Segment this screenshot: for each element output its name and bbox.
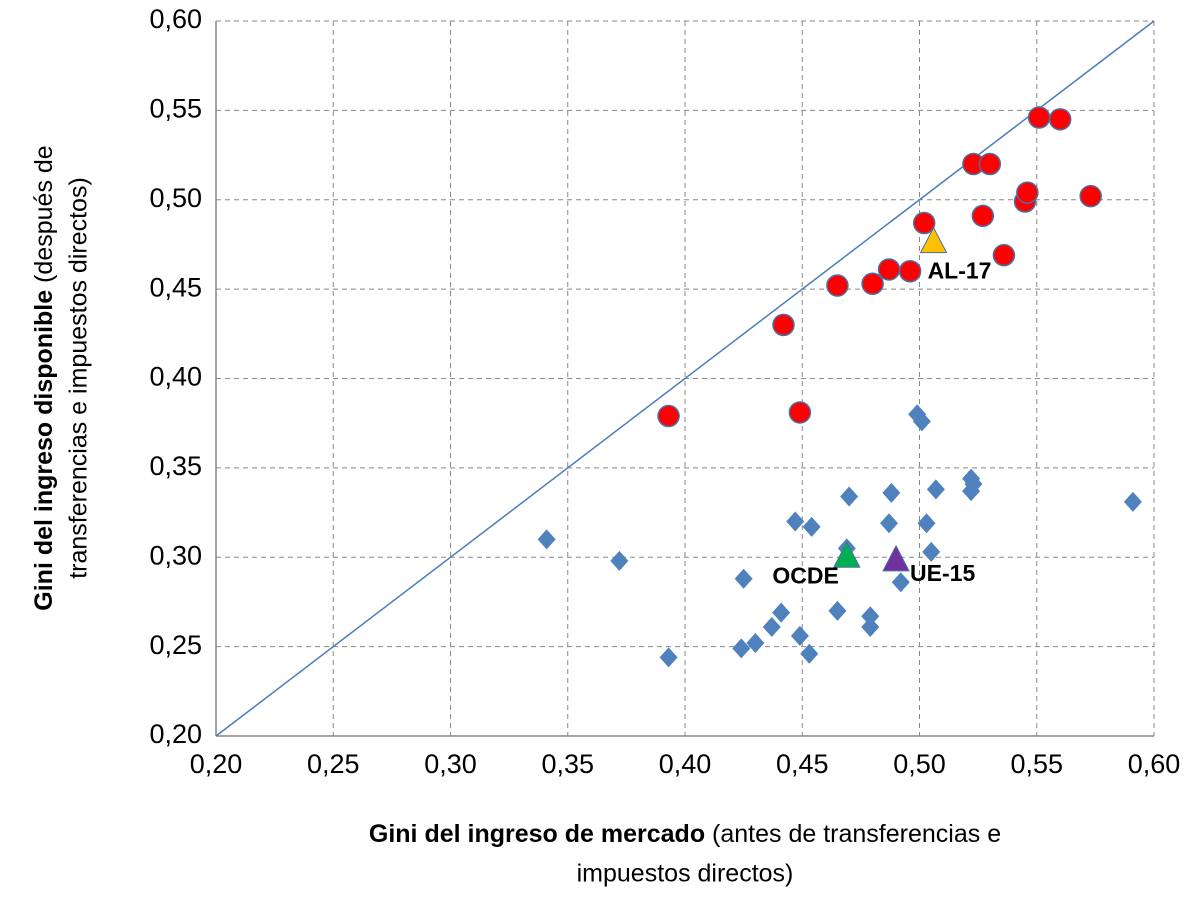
y-tick-label: 0,20 — [149, 719, 202, 749]
point — [861, 606, 880, 627]
point — [861, 272, 884, 296]
point — [746, 633, 765, 654]
point — [861, 616, 880, 637]
point — [882, 544, 910, 572]
y-label-bold: Gini del ingreso disponible — [30, 290, 58, 611]
y-tick-label: 0,45 — [149, 272, 202, 302]
y-tick-label: 0,35 — [149, 451, 202, 481]
point — [880, 513, 899, 534]
point — [1016, 181, 1039, 204]
point — [657, 404, 680, 428]
y-tick-label: 0,40 — [149, 362, 202, 392]
x-tick-label: 0,60 — [1128, 749, 1181, 779]
y-tick-label: 0,30 — [149, 540, 202, 570]
point — [610, 550, 629, 571]
y-tick-label: 0,25 — [149, 630, 202, 660]
point-annotation: AL-17 — [928, 258, 992, 284]
point — [800, 643, 819, 664]
x-tick-label: 0,40 — [659, 749, 712, 779]
point-annotation: UE-15 — [910, 560, 975, 586]
x-axis-label: Gini del ingreso de mercado (antes de tr… — [369, 820, 1001, 848]
point — [772, 313, 795, 337]
point — [732, 638, 751, 659]
point — [919, 226, 948, 254]
x-tick-label: 0,45 — [776, 749, 829, 779]
x-axis-label-line2: impuestos directos) — [577, 860, 794, 888]
point — [898, 260, 922, 283]
point — [964, 473, 983, 494]
x-tick-label: 0,55 — [1010, 749, 1063, 779]
point — [734, 568, 753, 589]
point — [772, 602, 791, 623]
point — [1123, 491, 1142, 512]
point — [802, 516, 821, 537]
point — [971, 204, 995, 228]
point — [659, 647, 678, 668]
point — [1079, 184, 1102, 208]
x-label-part: (antes de transferencias e — [712, 820, 1001, 848]
point — [882, 482, 901, 503]
y-label-part: (después de — [30, 145, 58, 283]
point — [840, 486, 859, 507]
x-tick-label: 0,20 — [190, 749, 243, 779]
point — [537, 529, 556, 550]
x-tick-label: 0,30 — [424, 749, 477, 779]
point — [922, 541, 941, 562]
point — [828, 600, 847, 621]
x-tick-label: 0,25 — [307, 749, 360, 779]
point — [762, 616, 781, 637]
point — [891, 572, 910, 593]
y-tick-label: 0,50 — [149, 183, 202, 213]
point — [826, 274, 849, 297]
y-axis-label-line2: transferencias e impuestos directos) — [65, 177, 93, 579]
point — [1027, 106, 1051, 129]
point — [788, 401, 812, 424]
point — [790, 625, 809, 646]
point — [832, 541, 861, 568]
point — [877, 258, 901, 281]
point — [1048, 108, 1072, 131]
y-tick-label: 0,60 — [149, 4, 202, 34]
x-tick-label: 0,50 — [893, 749, 946, 779]
y-tick-label: 0,55 — [149, 94, 202, 124]
point — [786, 511, 805, 532]
x-tick-label: 0,35 — [541, 749, 594, 779]
y-axis-label: Gini del ingreso disponible (después de — [30, 145, 58, 610]
diagonal-line — [215, 20, 1155, 737]
x-label-bold: Gini del ingreso de mercado — [369, 820, 705, 848]
point — [978, 152, 1002, 176]
point — [912, 411, 931, 432]
point — [912, 211, 936, 235]
point — [926, 479, 945, 500]
point — [917, 513, 936, 534]
point — [992, 243, 1016, 267]
point-annotation: OCDE — [772, 562, 838, 588]
